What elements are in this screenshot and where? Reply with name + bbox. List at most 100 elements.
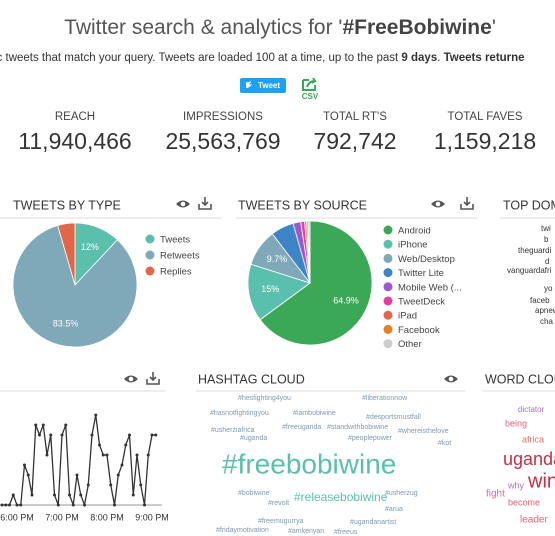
- hashtag: #amkenyan: [288, 528, 324, 535]
- word: uganda: [503, 449, 555, 469]
- point: [135, 453, 139, 457]
- tweet-button[interactable]: Tweet: [240, 78, 286, 93]
- pie-slice: [12, 224, 138, 348]
- hashtag: #freeuganda: [282, 424, 321, 431]
- point: [53, 493, 56, 497]
- point: [8, 503, 11, 507]
- legend-swatch: [383, 339, 393, 349]
- bird-icon: [246, 81, 252, 88]
- hashtag: #iambobiwine: [293, 410, 336, 417]
- icons: [124, 197, 474, 385]
- point: [11, 493, 15, 497]
- title-end: ': [492, 16, 496, 39]
- slice-label: 15%: [261, 284, 279, 294]
- download-icon[interactable]: [146, 372, 160, 385]
- point: [26, 473, 30, 477]
- eye-icon[interactable]: [444, 375, 458, 383]
- x-tick-label: 6:00 PM: [0, 512, 34, 522]
- point: [45, 453, 49, 457]
- section-title: WORD CLOU: [485, 372, 555, 386]
- eye-pupil: [128, 376, 134, 382]
- point: [75, 473, 79, 477]
- point: [131, 493, 135, 497]
- tweet-button-bg: [240, 78, 286, 93]
- hashtag: #arua: [385, 506, 403, 513]
- csv-icon: [302, 79, 316, 91]
- hashtag: #fridaymotivation: [216, 527, 269, 534]
- hashtag: #peoplepower: [348, 435, 393, 442]
- point: [116, 473, 120, 477]
- point: [64, 423, 68, 427]
- hashtag: #revolt: [268, 500, 289, 507]
- stat-value: 1,159,218: [434, 128, 536, 154]
- point: [120, 463, 124, 467]
- slice-label: 9.7%: [267, 254, 288, 264]
- download-icon[interactable]: [198, 197, 212, 210]
- point: [0, 503, 4, 507]
- point: [109, 483, 113, 487]
- slice-label: 64.9%: [333, 296, 359, 306]
- legend-swatch: [383, 253, 393, 263]
- stat-value: 11,940,466: [18, 128, 131, 154]
- domain: yo: [544, 284, 553, 293]
- eye-icon[interactable]: [176, 200, 190, 208]
- legend-swatch: [145, 250, 155, 260]
- csv-button[interactable]: CSV: [302, 77, 319, 101]
- word: leader: [520, 515, 548, 526]
- subtitle-mid: .: [437, 52, 443, 64]
- domain: apnew: [535, 306, 555, 315]
- legend-label: iPhone: [398, 240, 428, 251]
- legend-label: Web/Desktop: [398, 254, 455, 265]
- legend-swatch: [383, 239, 393, 249]
- point: [128, 433, 131, 437]
- hashtag: #standwithbobiwine: [327, 424, 388, 431]
- hashtag: #usherzug: [385, 490, 418, 497]
- subtitle-end: Tweets returne: [444, 52, 525, 64]
- eye-icon[interactable]: [431, 200, 445, 208]
- section-title: TOP DOM: [503, 198, 555, 212]
- point: [105, 453, 109, 457]
- domain: d: [545, 257, 549, 266]
- download-icon[interactable]: [460, 197, 474, 210]
- hashtag: #freebobiwine: [222, 448, 396, 479]
- point: [19, 503, 23, 507]
- legend-swatch: [145, 234, 155, 244]
- domain: faceb: [530, 296, 550, 305]
- subtitle-text: ic tweets that match your query. Tweets …: [0, 52, 401, 64]
- hashtag: #ugandanartist: [350, 519, 396, 526]
- pie-slice: [307, 220, 311, 284]
- word: why: [507, 480, 525, 490]
- hashtag: #uganda: [240, 435, 267, 442]
- point: [90, 433, 94, 437]
- query: #FreeBobiwine: [342, 16, 491, 39]
- word: fight: [486, 489, 505, 500]
- eye-icon[interactable]: [124, 375, 138, 383]
- eye-pupil: [448, 376, 454, 382]
- point: [41, 423, 45, 427]
- legend-swatch: [383, 324, 393, 334]
- x-tick-label: 8:00 PM: [90, 512, 124, 522]
- hashtag: #freemugurrya: [258, 518, 304, 525]
- word: dictator: [518, 405, 545, 414]
- point: [49, 433, 53, 437]
- csv-arrow: [306, 77, 317, 88]
- point: [56, 503, 60, 507]
- legend-swatch: [145, 266, 155, 276]
- point: [143, 503, 146, 507]
- section-title: TWEETS BY SOURCE: [238, 198, 367, 212]
- point: [94, 413, 98, 417]
- line: [2, 414, 156, 508]
- legend-label: Tweets: [160, 235, 190, 246]
- domain: vanguardafri: [507, 266, 552, 275]
- point: [38, 433, 41, 437]
- legend-swatch: [383, 225, 393, 235]
- section-title: TWEETS BY TYPE: [13, 198, 121, 212]
- word: africa: [522, 434, 544, 444]
- x-tick-label: 9:00 PM: [135, 512, 169, 522]
- legend-label: TweetDeck: [398, 297, 445, 308]
- point: [150, 433, 154, 437]
- legend-label: Replies: [160, 267, 192, 278]
- legend-label: Twitter Lite: [398, 268, 444, 279]
- legend-swatch: [383, 282, 393, 292]
